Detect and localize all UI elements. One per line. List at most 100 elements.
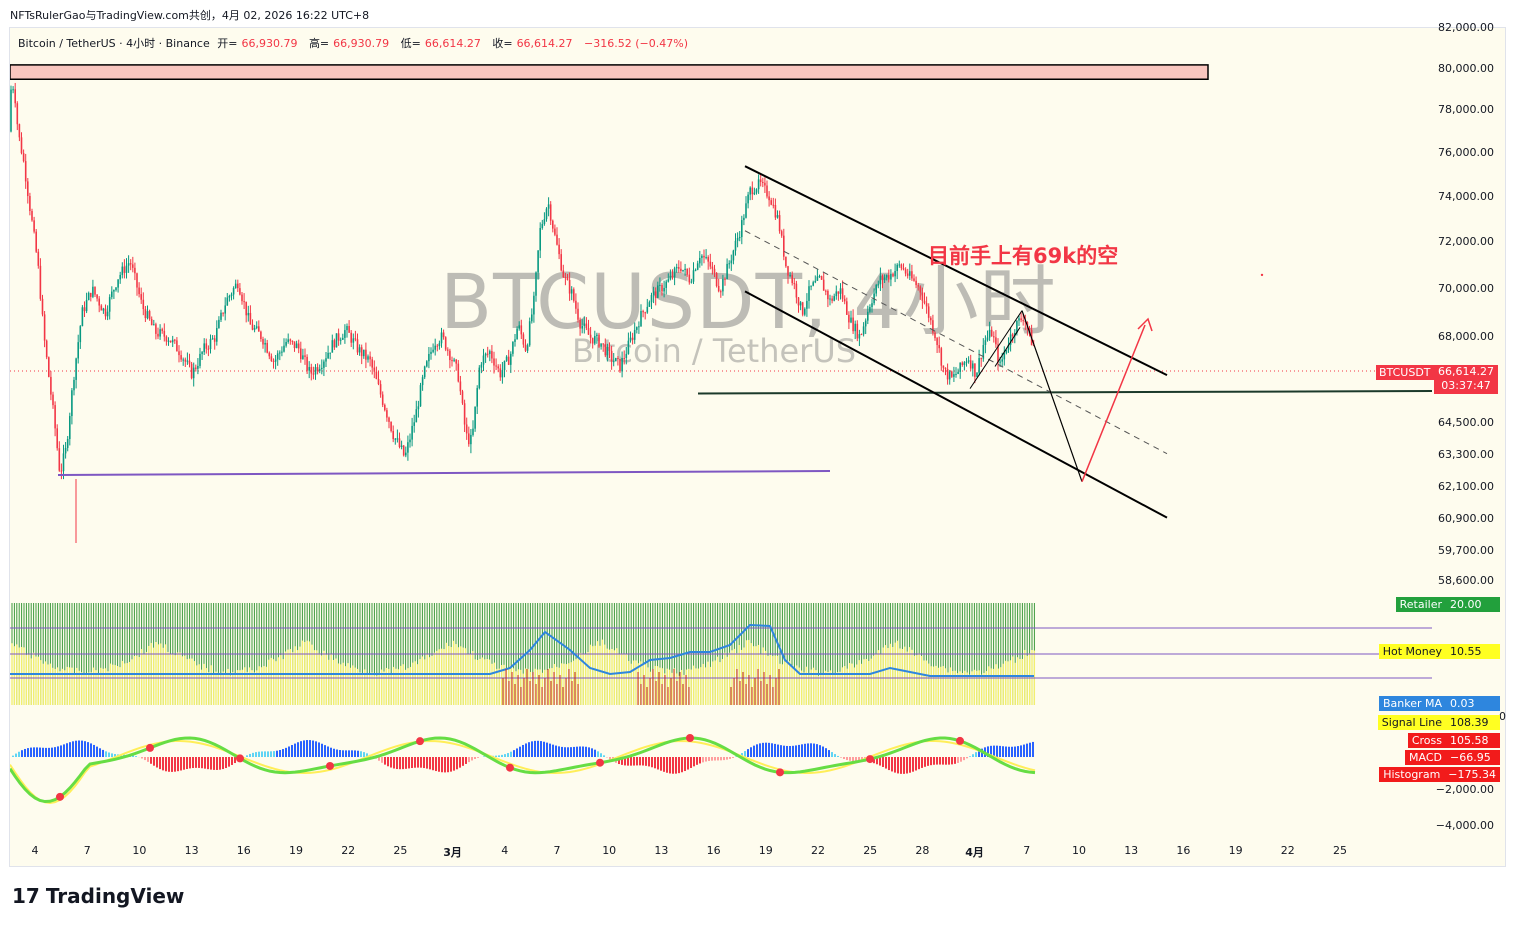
candle (85, 292, 88, 314)
macd-histogram-bar (846, 757, 848, 761)
candle (348, 320, 350, 333)
macd-histogram-bar (330, 747, 332, 757)
time-tick-label: 19 (758, 844, 773, 857)
macd-histogram-bar (723, 757, 725, 761)
macd-histogram-bar (513, 750, 515, 757)
macd-histogram-bar (162, 757, 164, 771)
macd-histogram-bar (507, 753, 509, 757)
macd-histogram-bar (180, 757, 182, 771)
candle (608, 342, 611, 359)
macd-histogram-bar (519, 746, 521, 757)
candle (14, 82, 16, 108)
candle (554, 224, 556, 237)
macd-histogram-bar (87, 742, 89, 757)
macd-histogram-bar (114, 754, 116, 757)
candle (827, 289, 829, 308)
candle (570, 286, 573, 301)
candle (583, 316, 586, 334)
macd-histogram-bar (693, 757, 695, 767)
macd-histogram-bar (1014, 746, 1016, 757)
candle (606, 343, 609, 362)
candle (806, 293, 808, 317)
symbol-header: Bitcoin / TetherUS · 4小时 · Binance 开= 66,… (18, 37, 688, 50)
projection-down-line (1021, 310, 1083, 482)
candle (390, 421, 392, 433)
candle (898, 260, 901, 268)
symbol-title[interactable]: Bitcoin / TetherUS · 4小时 · Binance (18, 37, 210, 50)
candle (852, 309, 854, 334)
candle (449, 348, 451, 369)
candle (220, 309, 222, 322)
candle (810, 285, 812, 291)
candle (247, 305, 250, 322)
candle (438, 340, 441, 350)
indicator-tag-name: Signal Line (1377, 715, 1446, 730)
candle (568, 272, 571, 301)
candle (667, 273, 670, 283)
candle (751, 181, 754, 200)
indicator-tag-value: −175.34 (1444, 767, 1500, 782)
macd-histogram-bar (387, 757, 389, 767)
macd-histogram-bar (915, 757, 917, 771)
candle (873, 288, 875, 306)
macd-histogram-bar (624, 757, 626, 766)
macd-histogram-bar (315, 741, 317, 757)
candle (373, 360, 376, 379)
macd-histogram-bar (783, 745, 785, 757)
indicator-tag-name: MACD (1405, 750, 1446, 765)
candle (10, 85, 12, 133)
candle (812, 280, 814, 287)
candle (1020, 311, 1022, 323)
candle (407, 435, 409, 461)
candle (757, 174, 760, 194)
tradingview-logo[interactable]: 𝟭𝟳 TradingView (12, 884, 185, 908)
tradingview-logo-icon: 𝟭𝟳 (12, 884, 40, 908)
macd-histogram-bar (588, 747, 590, 757)
macd-histogram-bar (651, 757, 653, 768)
candle (27, 177, 29, 204)
time-tick-label: 19 (1228, 844, 1243, 857)
candle (573, 287, 575, 303)
candle (902, 263, 905, 271)
macd-histogram-bar (390, 757, 392, 768)
macd-histogram-bar (525, 743, 527, 757)
candle (163, 323, 166, 342)
candle (413, 414, 415, 433)
price-chart[interactable] (10, 28, 1432, 864)
candle (633, 322, 636, 344)
candle (988, 321, 991, 341)
macd-histogram-bar (579, 746, 581, 757)
candle (526, 343, 529, 354)
macd-histogram-bar (942, 757, 944, 765)
candle (398, 432, 401, 449)
candle (545, 207, 548, 222)
candle (113, 289, 115, 299)
candle (753, 187, 756, 196)
macd-histogram-bar (576, 746, 578, 757)
candle (764, 177, 766, 194)
macd-histogram-bar (342, 750, 344, 757)
macd-histogram-bar (231, 757, 233, 765)
candle (136, 272, 138, 296)
macd-histogram-bar (288, 746, 290, 757)
candle (787, 265, 789, 284)
macd-histogram-bar (807, 743, 809, 757)
candle (499, 364, 502, 381)
channel-mid-line (744, 230, 1168, 455)
macd-histogram-bar (798, 744, 800, 757)
price-tick-label: 76,000.00 (1438, 146, 1494, 159)
macd-histogram-bar (150, 757, 152, 764)
candle (16, 101, 19, 131)
macd-histogram-bar (33, 747, 35, 757)
cross-marker (236, 754, 244, 763)
candle (474, 406, 476, 432)
candle (308, 361, 310, 379)
macd-tick-label: −2,000.00 (1435, 783, 1494, 796)
macd-histogram-bar (909, 757, 911, 773)
candle (455, 358, 457, 371)
macd-histogram-bar (714, 757, 716, 761)
macd-histogram-bar (834, 754, 836, 757)
open-value: 66,930.79 (241, 37, 298, 50)
candle (321, 359, 323, 375)
candle (207, 345, 210, 357)
